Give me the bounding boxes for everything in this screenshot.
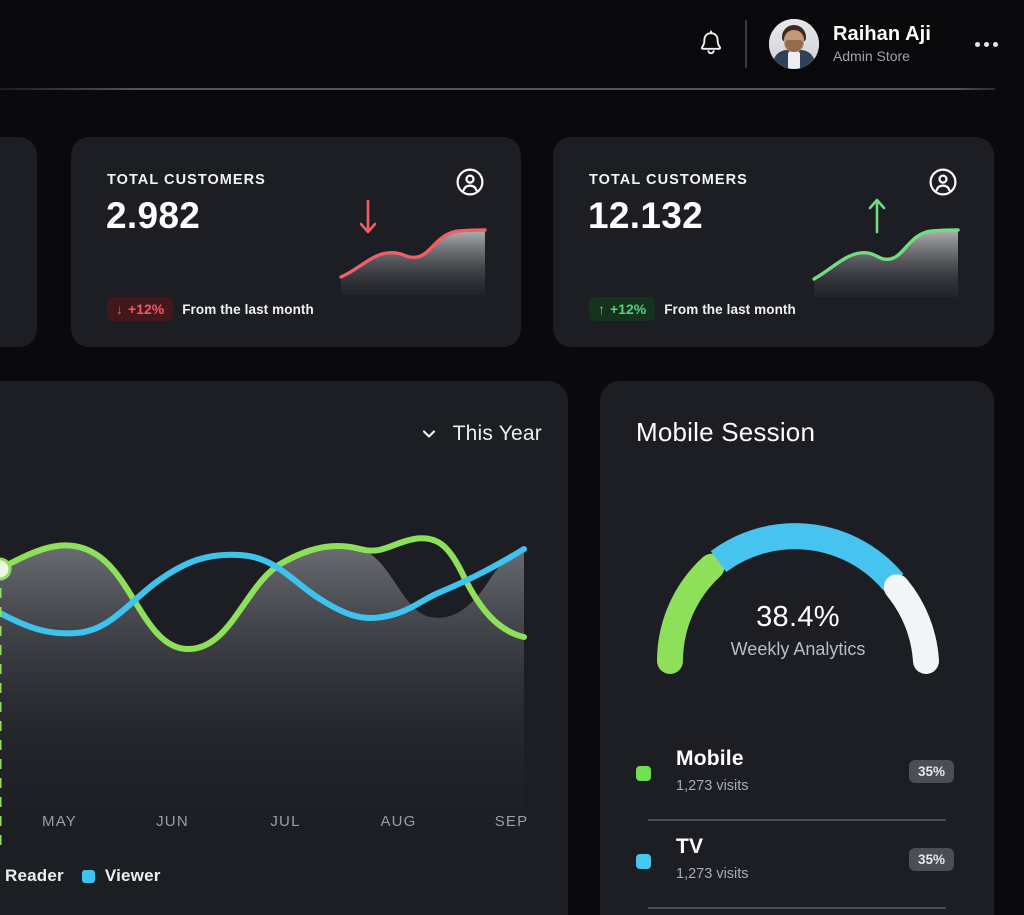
user-name: Raihan Aji: [832, 22, 931, 45]
user-circle-icon: [928, 167, 958, 197]
header-actions: Raihan Aji Admin Store: [689, 0, 1002, 88]
list-item[interactable]: TV 1,273 visits 35%: [636, 821, 958, 909]
gauge-subtitle: Weekly Analytics: [730, 639, 866, 659]
x-tick: AUG: [380, 813, 417, 830]
legend-item-reader[interactable]: Reader: [0, 866, 64, 886]
swatch-icon: [636, 766, 651, 781]
chart-marker-dot: [0, 557, 12, 581]
gauge-segment-white: [883, 574, 939, 674]
status-badge: ↓ +12%: [107, 297, 174, 321]
line-series-reader: [0, 535, 527, 653]
gauge-percent: 38.4%: [756, 601, 840, 633]
status-badge: ↑ +12%: [589, 297, 656, 321]
stat-card-change-row: ↓ +12% From the last month: [107, 297, 314, 321]
notifications-button[interactable]: [689, 22, 733, 66]
list-separator: [648, 819, 946, 821]
line-chart-legend: Reader Viewer: [0, 866, 568, 886]
list-item[interactable]: Mobile 1,273 visits 35%: [636, 733, 958, 821]
bell-icon: [700, 30, 721, 55]
trend-down-arrow-icon: [359, 199, 377, 234]
header-divider: [744, 20, 747, 68]
stat-card-label: TOTAL CUSTOMERS: [589, 172, 748, 188]
stat-card-total-customers-1[interactable]: TOTAL CUSTOMERS 2.982 ↓: [71, 137, 521, 347]
line-chart-x-axis: APR MAY JUN JUL AUG SEP: [0, 813, 568, 830]
more-options-button[interactable]: [971, 32, 1002, 57]
legend-label: Viewer: [104, 866, 161, 885]
user-info[interactable]: Raihan Aji Admin Store: [833, 22, 931, 67]
list-item-name: Mobile: [676, 747, 744, 770]
list-item-visits: 1,273 visits: [676, 866, 749, 882]
line-chart-panel: This Year APR MAY JUN: [0, 381, 568, 915]
stat-card-label: TOTAL CUSTOMERS: [107, 172, 266, 188]
ellipsis-icon: [993, 41, 998, 47]
stat-card-sparkline: [339, 228, 487, 295]
top-header: Raihan Aji Admin Store: [0, 0, 1024, 90]
date-range-label: This Year: [452, 422, 542, 445]
gauge-segment-blue: [710, 523, 904, 591]
stat-card-value: 2.982: [106, 195, 201, 236]
stat-card-change-row: ↑ +12% From the last month: [589, 297, 796, 321]
stat-card-value: 12.132: [588, 195, 703, 236]
x-tick: JUN: [156, 813, 189, 830]
ellipsis-icon: [975, 41, 980, 47]
change-note: From the last month: [182, 301, 314, 317]
arrow-down-icon: ↓: [116, 301, 123, 317]
line-chart: [0, 535, 527, 851]
x-tick: MAY: [42, 813, 77, 830]
line-series-viewer: [0, 546, 527, 637]
gauge-center-text: 38.4% Weekly Analytics: [648, 601, 948, 660]
x-tick: SEP: [494, 813, 529, 830]
gauge-segment-green: [657, 553, 725, 674]
stat-card-total-customers-2[interactable]: TOTAL CUSTOMERS 12.132: [553, 137, 994, 347]
stat-card-partial[interactable]: [0, 137, 37, 347]
session-breakdown-list: Mobile 1,273 visits 35% TV 1,273 visits …: [636, 733, 958, 909]
change-note: From the last month: [664, 301, 796, 317]
legend-swatch-icon: [81, 869, 95, 883]
legend-label: Reader: [5, 866, 64, 885]
panel-title: Mobile Session: [636, 417, 816, 447]
chevron-down-icon: [422, 430, 435, 438]
stat-card-sparkline: [812, 228, 960, 297]
arrow-up-icon: ↑: [598, 301, 605, 317]
list-item-percent: 35%: [908, 848, 954, 871]
user-role: Admin Store: [832, 47, 910, 64]
line-chart-area: [0, 545, 524, 851]
trend-up-arrow-icon: [868, 198, 886, 234]
ellipsis-icon: [984, 41, 989, 47]
mobile-session-panel: Mobile Session 38.4% Weekly Analytics Mo…: [600, 381, 994, 915]
date-range-select[interactable]: This Year: [421, 422, 542, 446]
change-value: +12%: [610, 301, 647, 317]
legend-item-viewer[interactable]: Viewer: [81, 866, 161, 886]
swatch-icon: [636, 854, 651, 869]
header-bottom-rule: [0, 88, 995, 90]
change-value: +12%: [128, 301, 165, 317]
avatar[interactable]: [768, 19, 819, 69]
user-circle-icon: [455, 167, 485, 197]
list-item-visits: 1,273 visits: [676, 778, 749, 794]
gauge-chart: 38.4% Weekly Analytics: [648, 493, 948, 683]
x-tick: JUL: [270, 813, 301, 830]
list-separator: [648, 907, 946, 909]
list-item-name: TV: [676, 835, 704, 858]
list-item-percent: 35%: [908, 760, 954, 783]
